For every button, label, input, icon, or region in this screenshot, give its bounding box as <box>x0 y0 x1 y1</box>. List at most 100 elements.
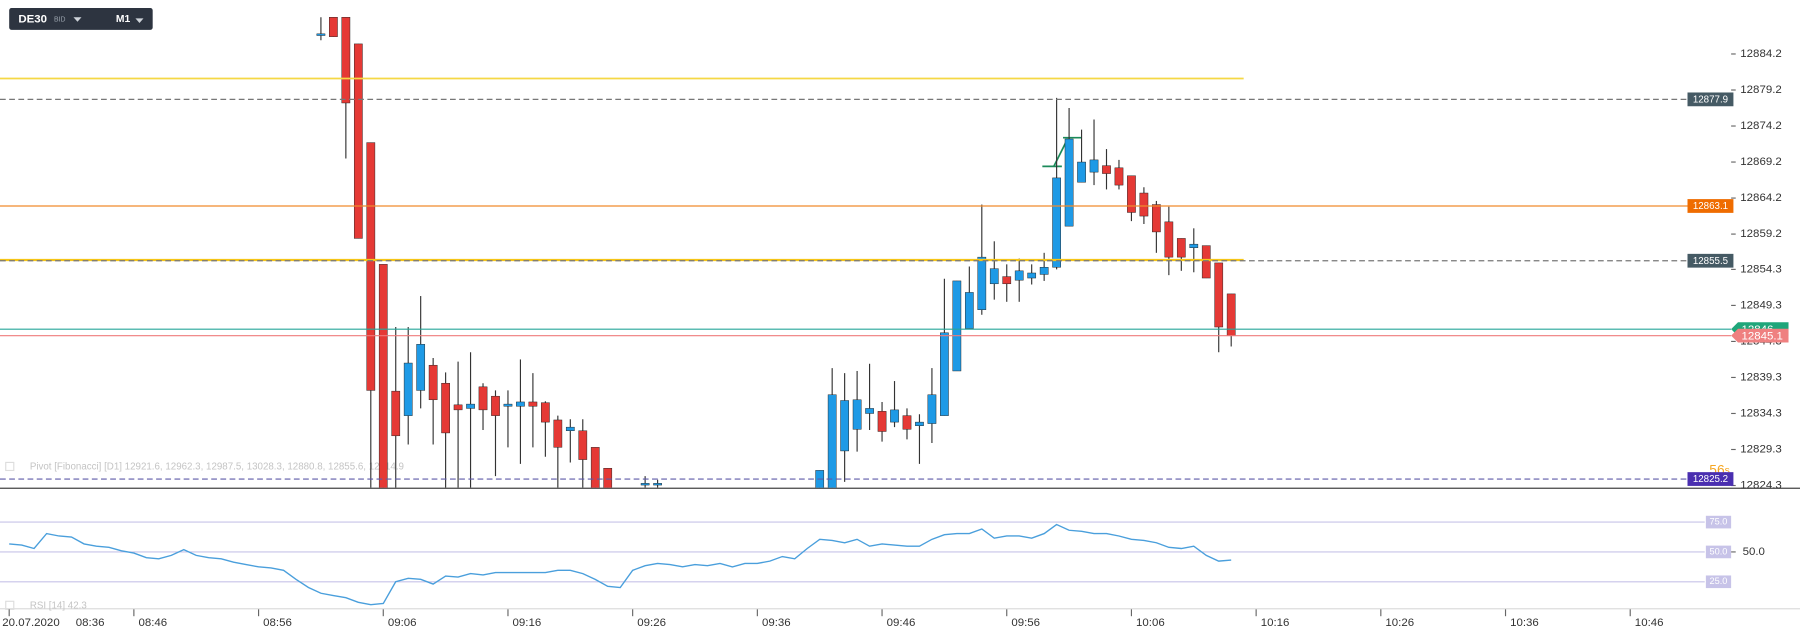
price-plot <box>316 17 1236 488</box>
x-tick-label: 10:36 <box>1510 617 1539 629</box>
price-tag <box>1687 199 1734 213</box>
candle-body <box>827 394 837 488</box>
x-tick-label: 10:26 <box>1385 617 1414 629</box>
candle-body <box>865 408 874 414</box>
rsi-legend: RSI [14] 42.3 <box>30 600 87 611</box>
y-tick-label: 12854.3 <box>1740 263 1781 275</box>
timeframe[interactable]: M1 <box>116 14 131 25</box>
rsi-level-label: 50.0 <box>1710 546 1728 556</box>
y-tick-label: 12859.2 <box>1740 228 1781 240</box>
x-tick-label: 08:36 <box>76 617 105 629</box>
candle-body <box>466 403 475 409</box>
rsi-level-tag <box>1705 545 1732 559</box>
candle-body <box>428 364 438 401</box>
x-tick-label: 10:46 <box>1635 617 1664 629</box>
x-tick-label: 08:56 <box>263 617 292 629</box>
candle-body <box>852 399 862 430</box>
candle-body <box>403 362 413 416</box>
y-tick-label: 12839.3 <box>1740 371 1781 383</box>
price-type: BID <box>54 16 65 23</box>
date-label: 20.07.2020 <box>2 617 59 629</box>
candle-body <box>1077 161 1086 183</box>
candle-body <box>840 400 849 452</box>
y-tick-label: 12884.2 <box>1740 48 1781 60</box>
y-tick-label: 12824.3 <box>1740 480 1781 492</box>
y-tick-label: 12849.3 <box>1740 299 1781 311</box>
candle-body <box>366 142 376 391</box>
candle-body <box>1201 245 1211 279</box>
candle-body <box>578 430 588 460</box>
candle-body <box>1102 165 1111 174</box>
candle-body <box>1139 192 1149 217</box>
candle-body <box>603 467 613 488</box>
candle-body <box>927 394 937 424</box>
y-tick-label: 12829.3 <box>1740 444 1781 456</box>
y-tick-label: 12834.3 <box>1740 408 1781 420</box>
candle-body <box>640 483 650 486</box>
x-tick-label: 09:36 <box>762 617 791 629</box>
candle-body <box>952 280 962 372</box>
candle-body <box>503 403 513 407</box>
candle-body <box>541 402 550 423</box>
x-tick-label: 10:06 <box>1136 617 1165 629</box>
candle-body <box>516 401 525 407</box>
candle-body <box>1164 221 1174 258</box>
candle-body <box>915 421 924 426</box>
indicator-icon[interactable] <box>5 461 15 472</box>
candle-body <box>353 43 363 239</box>
price-tag <box>1687 92 1734 107</box>
candle-body <box>341 17 351 104</box>
candle-body <box>378 264 388 488</box>
candle-body <box>1189 243 1199 249</box>
dropdown-arrow[interactable] <box>73 17 82 22</box>
candle-body <box>902 415 912 430</box>
candle-body <box>491 395 500 416</box>
candle-body <box>416 344 426 391</box>
price-tag-label: 12877.9 <box>1693 95 1728 106</box>
y-tick-label: 12864.2 <box>1740 192 1781 204</box>
y-tick-label: 12874.2 <box>1740 120 1781 132</box>
x-tick-label: 08:46 <box>138 617 167 629</box>
candle-body <box>1039 266 1049 275</box>
candle-body <box>528 401 538 407</box>
candle-body <box>877 411 887 432</box>
symbol: DE30 <box>18 14 47 26</box>
rsi-line <box>9 523 1232 606</box>
x-tick-label: 09:56 <box>1011 617 1040 629</box>
candle-body <box>1014 270 1024 281</box>
price-tag <box>1731 328 1789 343</box>
x-tick-label: 09:26 <box>637 617 666 629</box>
x-tick-label: 09:46 <box>887 617 916 629</box>
candle-body <box>1127 175 1136 213</box>
rsi-level-label: 25.0 <box>1710 576 1728 586</box>
candle-body <box>977 256 987 310</box>
countdown-unit: s <box>1725 465 1730 476</box>
candle-body <box>441 382 450 434</box>
candle-body <box>590 447 600 488</box>
price-tag <box>1687 253 1734 268</box>
candle-body <box>329 17 338 37</box>
candle-body <box>1176 238 1186 258</box>
price-tag-label: 12855.5 <box>1693 256 1729 267</box>
candle-body <box>989 268 999 285</box>
x-tick-label: 09:16 <box>513 617 542 629</box>
price-tag-label: 12825.2 <box>1693 474 1728 485</box>
y-tick-label: 12869.2 <box>1740 156 1781 168</box>
price-tag-label: 12845.1 <box>1741 330 1782 342</box>
price-tag-label: 12863.1 <box>1693 201 1728 212</box>
candle-body <box>391 390 401 437</box>
candle-body <box>453 404 463 411</box>
candle-body <box>964 292 974 329</box>
candle-body <box>478 386 488 411</box>
candle-body <box>1214 262 1224 328</box>
candle-body <box>316 33 326 36</box>
dropdown-arrow[interactable] <box>135 18 144 23</box>
candle-body <box>1064 138 1074 227</box>
rsi-y-tick-label: 50.0 <box>1743 546 1765 558</box>
candle-body <box>1002 276 1012 285</box>
rsi-level-tag <box>1705 515 1732 529</box>
symbol-selector[interactable]: DE30 BID M1 <box>9 8 153 30</box>
candle-body <box>940 332 949 416</box>
